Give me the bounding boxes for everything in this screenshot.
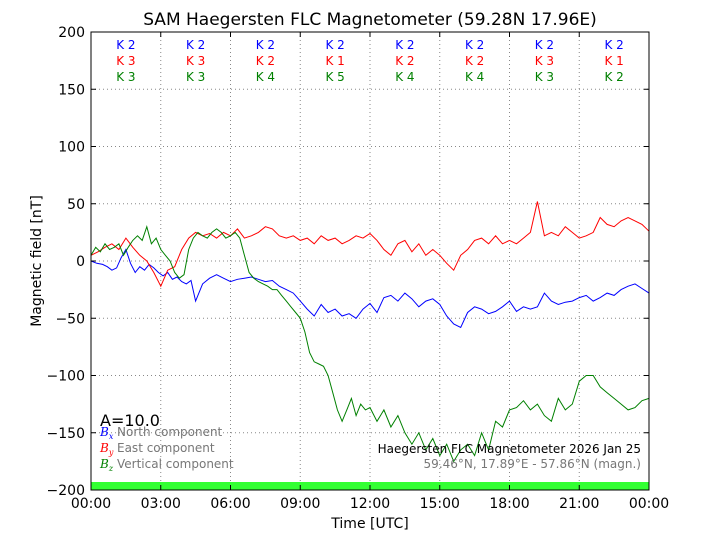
k-label-north: K 2 [395,38,414,52]
k-label-east: K 1 [604,54,623,68]
series-layer [90,201,650,463]
axis-ticks: 00:00 03:00 06:00 09:00 12:00 15:00 18:00 21:00… [47,25,670,512]
k-label-vertical: K 2 [604,70,623,84]
k-label-vertical: K 4 [256,70,275,84]
k-label-north: K 2 [256,38,275,52]
k-label-north: K 2 [186,38,205,52]
k-label-east: K 3 [116,54,135,68]
y-tick-label: −150 [47,426,85,442]
x-tick-label: 03:00 [141,496,181,512]
legend-label: Vertical component [117,457,234,471]
info-line-2: 59.46°N, 17.89°E - 57.86°N (magn.) [424,457,641,471]
k-label-east: K 1 [325,54,344,68]
x-tick-label: 18:00 [489,496,529,512]
k-label-vertical: K 3 [535,70,554,84]
x-tick-label: 15:00 [420,496,460,512]
series-line-east-component [90,201,650,288]
k-label-north: K 2 [535,38,554,52]
x-tick-label: 12:00 [350,496,390,512]
k-label-east: K 2 [395,54,414,68]
k-label-east: K 3 [186,54,205,68]
x-tick-label: 06:00 [210,496,250,512]
k-label-north: K 2 [116,38,135,52]
x-axis-label: Time [UTC] [330,516,408,532]
grid-lines [91,32,649,490]
chart-title: SAM Haegersten FLC Magnetometer (59.28N … [143,10,597,30]
legend-label: East component [117,441,215,455]
legend-label: North component [117,425,223,439]
k-label-vertical: K 4 [395,70,414,84]
k-label-north: K 2 [325,38,344,52]
a-index-label: A=10.0 [100,411,160,430]
k-label-east: K 2 [465,54,484,68]
series-line-north-component [90,248,650,329]
x-tick-label: 00:00 [629,496,669,512]
k-label-vertical: K 4 [465,70,484,84]
y-tick-label: 50 [67,197,85,213]
info-line-1: Haegersten FLC Magnetometer 2026 Jan 25 [378,442,641,456]
x-tick-label: 21:00 [559,496,599,512]
k-label-north: K 2 [465,38,484,52]
y-tick-label: 100 [58,140,85,156]
x-tick-label: 00:00 [71,496,111,512]
y-tick-label: 200 [58,25,85,41]
y-tick-label: 0 [76,254,85,270]
y-tick-label: −50 [55,311,85,327]
series-line-vertical-component [90,224,650,463]
k-label-vertical: K 3 [116,70,135,84]
k-label-north: K 2 [604,38,623,52]
k-label-vertical: K 5 [325,70,344,84]
k-index-labels: K 2 K 2 K 2 K 2 K 2 K 2 K 2 K 2 K 3 K 3 K 2 K 1 K 2 K… [116,38,624,84]
k-label-east: K 3 [535,54,554,68]
k-label-east: K 2 [256,54,275,68]
y-tick-label: −200 [47,483,85,499]
y-tick-label: 150 [58,82,85,98]
y-axis-label: Magnetic field [nT] [29,195,45,327]
y-tick-label: −100 [47,369,85,385]
x-tick-label: 09:00 [280,496,320,512]
k-label-vertical: K 3 [186,70,205,84]
